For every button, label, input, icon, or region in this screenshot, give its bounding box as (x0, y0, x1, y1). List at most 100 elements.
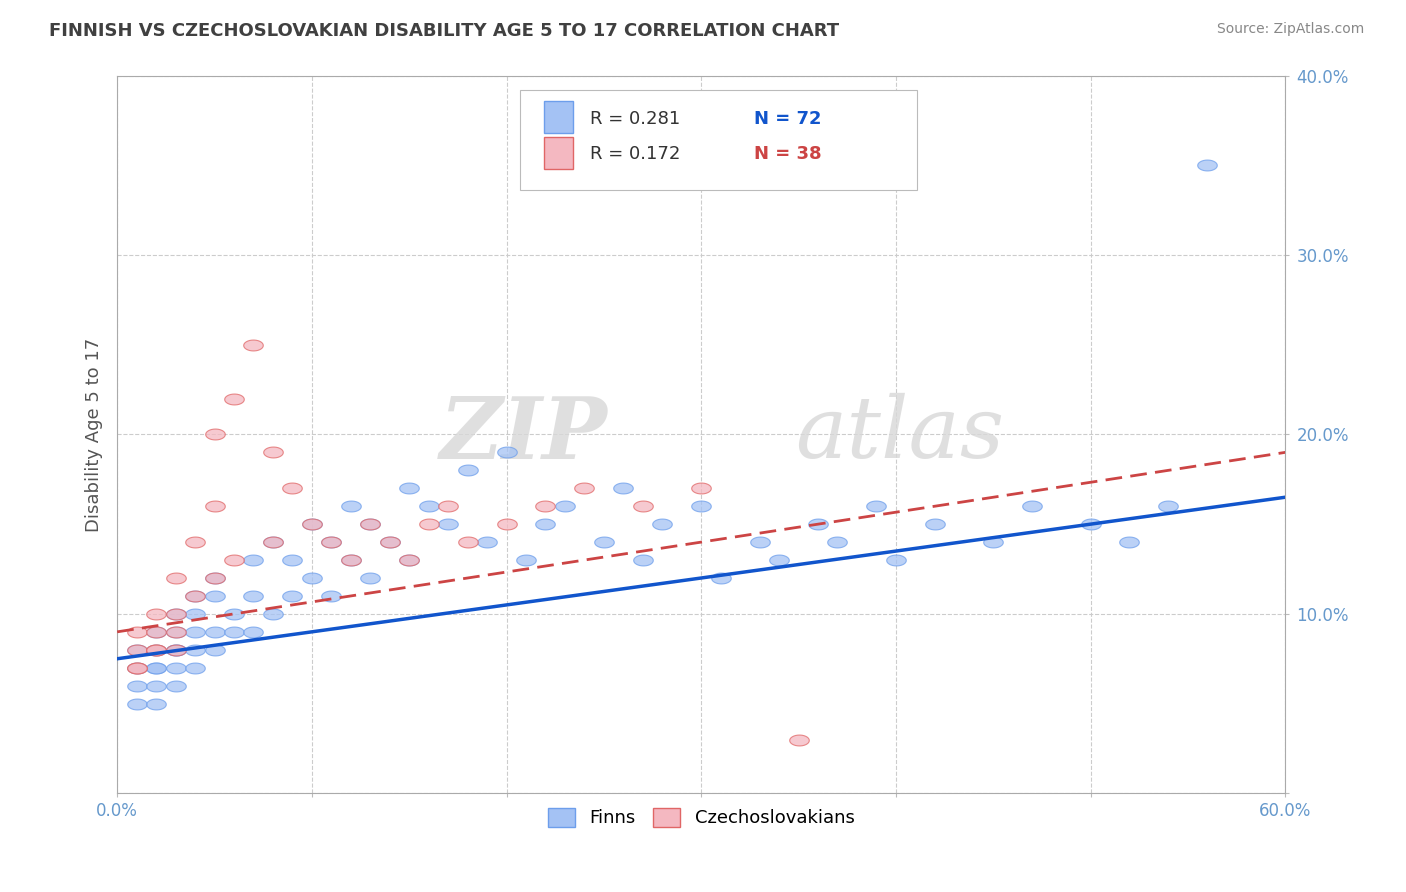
Point (125, 679, 148, 693)
Point (204, 624, 226, 639)
Point (710, 571, 733, 585)
Point (145, 679, 167, 693)
Point (165, 624, 187, 639)
Point (437, 500, 460, 514)
Point (184, 589, 207, 603)
Point (398, 553, 420, 567)
Point (165, 571, 187, 585)
Point (165, 607, 187, 621)
Point (204, 642, 226, 657)
Point (165, 607, 187, 621)
Point (359, 517, 381, 532)
Point (125, 661, 148, 675)
Point (865, 500, 887, 514)
Point (184, 607, 207, 621)
Point (378, 535, 401, 549)
Point (827, 535, 849, 549)
Point (321, 535, 343, 549)
Point (184, 624, 207, 639)
FancyBboxPatch shape (544, 101, 572, 133)
Point (242, 337, 264, 351)
Text: ZIP: ZIP (440, 392, 607, 476)
Point (204, 571, 226, 585)
Point (690, 481, 713, 495)
Point (125, 642, 148, 657)
Point (145, 607, 167, 621)
Point (787, 732, 810, 747)
Point (1021, 500, 1043, 514)
Point (222, 553, 245, 567)
Point (184, 661, 207, 675)
Point (321, 535, 343, 549)
Point (612, 481, 634, 495)
Point (242, 589, 264, 603)
Point (242, 553, 264, 567)
Point (457, 535, 479, 549)
Point (418, 517, 440, 532)
Point (884, 553, 907, 567)
Point (437, 517, 460, 532)
Point (204, 500, 226, 514)
Point (339, 500, 361, 514)
Point (475, 535, 498, 549)
Point (145, 661, 167, 675)
Point (301, 517, 323, 532)
Point (339, 553, 361, 567)
Point (184, 642, 207, 657)
Point (301, 517, 323, 532)
Point (321, 589, 343, 603)
Point (359, 517, 381, 532)
Point (222, 392, 245, 406)
Point (807, 517, 830, 532)
Point (125, 661, 148, 675)
Point (418, 500, 440, 514)
Point (222, 607, 245, 621)
Point (690, 500, 713, 514)
Point (145, 624, 167, 639)
Point (281, 553, 304, 567)
Point (165, 642, 187, 657)
Point (262, 445, 284, 459)
Point (165, 642, 187, 657)
Point (495, 445, 517, 459)
Text: atlas: atlas (794, 393, 1004, 475)
Point (125, 624, 148, 639)
Text: R = 0.281: R = 0.281 (591, 110, 681, 128)
Text: N = 72: N = 72 (754, 110, 821, 128)
Point (184, 535, 207, 549)
Text: FINNISH VS CZECHOSLOVAKIAN DISABILITY AGE 5 TO 17 CORRELATION CHART: FINNISH VS CZECHOSLOVAKIAN DISABILITY AG… (49, 22, 839, 40)
Point (924, 517, 946, 532)
Point (534, 517, 557, 532)
Point (1197, 158, 1219, 172)
Point (768, 553, 790, 567)
Point (184, 589, 207, 603)
Point (515, 553, 537, 567)
Point (1080, 517, 1102, 532)
Point (204, 571, 226, 585)
Point (1157, 500, 1180, 514)
Text: R = 0.172: R = 0.172 (591, 145, 681, 163)
Point (574, 481, 596, 495)
Point (592, 535, 614, 549)
Point (145, 697, 167, 711)
Text: Source: ZipAtlas.com: Source: ZipAtlas.com (1216, 22, 1364, 37)
Point (359, 571, 381, 585)
Point (204, 589, 226, 603)
FancyBboxPatch shape (544, 136, 572, 169)
Point (281, 589, 304, 603)
Point (125, 661, 148, 675)
FancyBboxPatch shape (520, 90, 917, 190)
Point (301, 571, 323, 585)
Point (398, 553, 420, 567)
Point (145, 642, 167, 657)
Point (165, 624, 187, 639)
Legend: Finns, Czechoslovakians: Finns, Czechoslovakians (540, 801, 862, 835)
Text: N = 38: N = 38 (754, 145, 821, 163)
Point (165, 661, 187, 675)
Point (145, 661, 167, 675)
Point (262, 535, 284, 549)
Point (651, 517, 673, 532)
Point (281, 481, 304, 495)
Point (125, 697, 148, 711)
Point (222, 624, 245, 639)
